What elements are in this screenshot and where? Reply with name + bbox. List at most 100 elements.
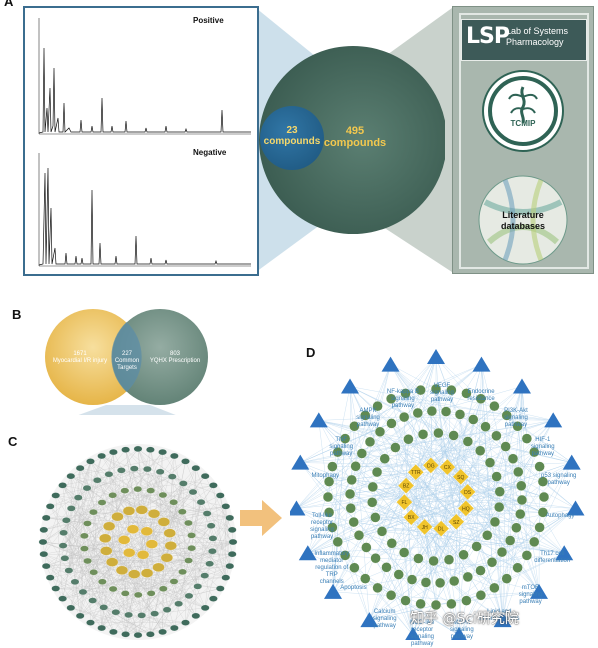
target-node [513,563,523,573]
target-node [495,487,505,497]
herb-label: CX [444,465,452,471]
pathway-label: Mitophagy [299,473,351,480]
venn-right-count: 803 [140,351,210,358]
panel-c: C [20,430,260,640]
target-node [502,574,512,584]
target-node [368,482,378,492]
pathway-node [341,379,359,394]
pathway-label: Calcium signaling pathway [359,609,411,630]
target-node [441,407,451,417]
herb-label: FL [401,500,407,506]
pathway-label: Inflammatory mediator regulation of TRP … [306,551,358,586]
target-node [461,596,471,606]
lsp-line2: Pharmacology [506,37,568,48]
target-node [489,583,499,593]
pathway-label: Autophagy - [536,513,588,520]
target-node [444,555,454,565]
herb-label: DS [464,490,472,496]
target-node [390,443,400,453]
target-node [485,458,495,468]
pathway-label: Endocrine resistance [455,389,507,403]
target-node [345,489,355,499]
target-node [387,538,397,548]
arrow-right-icon [238,498,286,538]
target-node [381,562,391,572]
chromatogram-box: Positive Negative [23,6,259,276]
big-circle-count: 495 [310,125,400,137]
pathway-node [382,357,400,372]
tcmip-label: TCMIP [481,119,565,128]
target-node [407,575,417,585]
target-node [380,454,390,464]
target-node [463,436,473,446]
target-node [449,430,459,440]
target-node [515,509,525,519]
literature-label: Literature databases [475,210,571,232]
target-node [429,556,439,566]
watermark: 知乎 @Sci研究院 [410,608,519,628]
tcmip-seal [481,69,565,153]
target-node [435,578,445,588]
lsp-letters: LSP [466,24,509,49]
target-node [433,428,443,438]
target-node [505,536,515,546]
herb-label: SQ [457,475,464,481]
target-node [535,462,545,472]
ppi-network [20,430,260,640]
target-node [539,492,549,502]
target-node [482,530,492,540]
big-circle-unit: compounds [310,137,400,149]
target-node [327,462,337,472]
panel-b: B 1671 Myocardial I/R injury 227 Common … [20,305,230,415]
pathway-label: Th17 cell differentiation [526,551,578,565]
herb-label: JH [422,525,429,531]
target-node [516,481,526,491]
target-node [501,442,511,452]
pathway-node [427,349,445,364]
herb-label: BZ [403,484,409,490]
target-node [361,542,371,552]
venn-left-text: 1671 Myocardial I/R injury [40,351,120,365]
target-node [351,461,361,471]
target-node [513,467,523,477]
herb-label: HQ [462,506,470,512]
herb-label: BX [408,515,415,521]
pathway-label: AMPK signaling pathway [342,408,394,429]
target-node [494,502,504,512]
target-node [511,523,521,533]
pathway-node [513,379,531,394]
target-node [349,517,359,527]
herb-label: TTR [411,470,421,476]
target-node [418,429,428,439]
pathway-label: Toll-like receptor signaling pathway [296,513,348,541]
panel-letter-a: A [4,0,13,9]
venn-right-text: 803 YQHX Prescription [140,351,210,365]
literature-line1: Literature [475,210,571,221]
lsp-logo: LSP Lab of Systems Pharmacology [461,19,587,61]
big-circle-text: 495 compounds [310,125,400,149]
target-node [487,557,497,567]
target-node [323,492,333,502]
target-node [372,467,382,477]
target-node [490,517,500,527]
pathway-label: p53 signaling pathway [533,473,585,487]
pathway-node [310,412,328,427]
venn-left-label: Myocardial I/R injury [40,358,120,365]
venn-left-count: 1671 [40,351,120,358]
target-node [529,537,539,547]
pathway-label: TNF signaling pathway [315,437,367,458]
target-node [394,570,404,580]
target-node [455,409,465,419]
pathway-node [472,357,490,372]
pathway-label: mTOR signaling pathway [505,585,557,606]
target-node [472,541,482,551]
target-node [371,553,381,563]
target-node [449,576,459,586]
target-node [459,550,469,560]
target-node [377,526,387,536]
venn-right-label: YQHX Prescription [140,358,210,365]
herb-label: DL [438,527,445,533]
herb-label: DG [427,463,435,469]
target-node [354,530,364,540]
target-node [491,431,501,441]
